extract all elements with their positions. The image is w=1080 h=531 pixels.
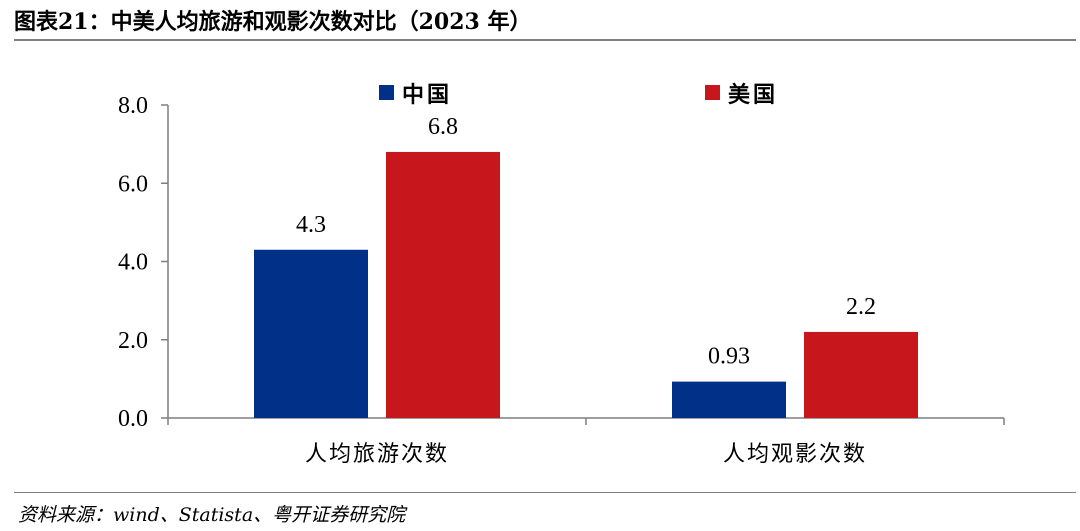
data-label: 6.8 bbox=[428, 114, 458, 140]
y-tick-label: 2.0 bbox=[118, 328, 148, 354]
bar-china bbox=[672, 381, 786, 418]
legend-label-usa: 美国 bbox=[728, 82, 778, 108]
x-axis: 人均旅游次数 人均观影次数 bbox=[167, 417, 1005, 467]
category-label: 人均观影次数 bbox=[723, 442, 867, 467]
data-label: 0.93 bbox=[708, 344, 750, 370]
category-label: 人均旅游次数 bbox=[305, 442, 449, 467]
legend-swatch-china bbox=[379, 85, 394, 100]
legend-label-china: 中国 bbox=[402, 83, 452, 108]
y-tick-label: 4.0 bbox=[118, 250, 148, 276]
y-axis: 0.0 2.0 4.0 6.0 8.0 bbox=[118, 93, 169, 432]
source-note: 资料来源：wind、Statista、粤开证券研究院 bbox=[18, 504, 406, 526]
y-tick-label: 6.0 bbox=[118, 171, 148, 197]
y-tick-label: 8.0 bbox=[118, 93, 148, 119]
bars: 4.3 6.8 0.93 2.2 bbox=[254, 114, 918, 418]
data-label: 4.3 bbox=[296, 212, 326, 238]
legend: 中国 美国 bbox=[379, 82, 778, 108]
source-rule bbox=[14, 492, 1076, 493]
bar-china bbox=[254, 249, 368, 418]
title-rule bbox=[14, 39, 1076, 41]
bar-usa bbox=[804, 331, 918, 418]
data-label: 2.2 bbox=[846, 294, 876, 320]
figure-title: 图表21：中美人均旅游和观影次数对比（2023 年） bbox=[14, 9, 532, 35]
y-tick-label: 0.0 bbox=[118, 406, 148, 432]
bar-usa bbox=[386, 151, 500, 418]
legend-swatch-usa bbox=[705, 85, 720, 100]
